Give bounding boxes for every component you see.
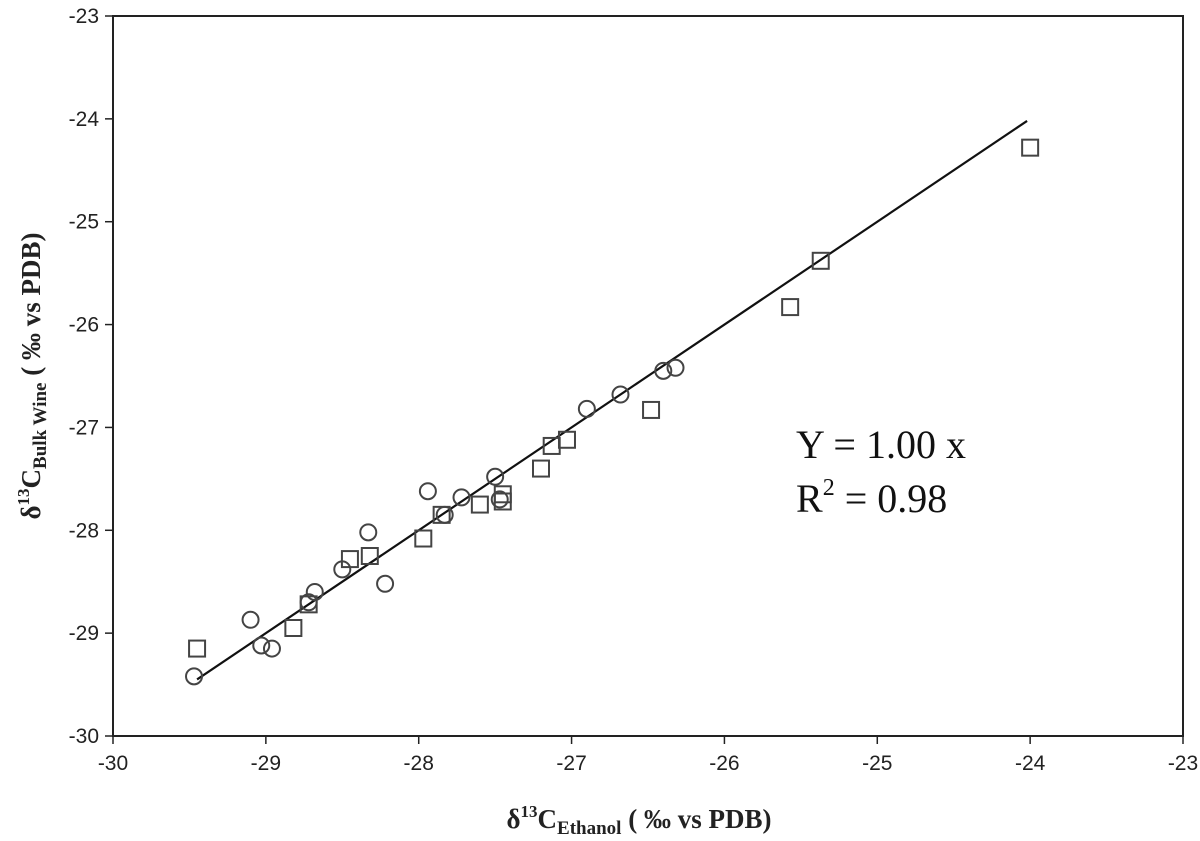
x-tick-label: -27 bbox=[556, 752, 586, 775]
x-tick-label: -23 bbox=[1168, 752, 1198, 775]
circle-point bbox=[333, 560, 352, 579]
y-axis-title-sup: 13 bbox=[14, 488, 33, 505]
circle-point bbox=[241, 610, 260, 629]
circle-point bbox=[185, 667, 204, 686]
x-tick-label: -25 bbox=[862, 752, 892, 775]
square-point bbox=[532, 459, 550, 478]
x-tick-label: -30 bbox=[98, 752, 128, 775]
y-tick-label: -29 bbox=[69, 622, 99, 645]
y-tick-label: -24 bbox=[69, 108, 100, 131]
y-tick-label: -26 bbox=[69, 314, 99, 337]
x-axis-title-letter: C bbox=[538, 804, 558, 834]
x-tick-label: -24 bbox=[1015, 752, 1046, 775]
y-tick-label: -28 bbox=[69, 519, 99, 542]
square-point bbox=[470, 495, 489, 514]
y-tick-label: -23 bbox=[69, 5, 99, 28]
square-point bbox=[493, 492, 512, 511]
circle-point bbox=[611, 385, 630, 404]
x-axis-title: δ13CEthanol ( ‰ vs PDB) bbox=[507, 802, 772, 839]
square-point bbox=[360, 547, 379, 565]
circle-point bbox=[490, 490, 509, 509]
x-axis-title-symbol: δ bbox=[507, 804, 521, 834]
circle-point bbox=[305, 583, 324, 601]
x-tick-label: -26 bbox=[709, 752, 739, 775]
circle-point bbox=[299, 593, 318, 612]
square-point bbox=[284, 619, 303, 637]
fit-line bbox=[196, 120, 1028, 681]
y-axis-title-sub: Bulk Wine bbox=[30, 383, 51, 469]
data-points bbox=[185, 138, 1040, 686]
circle-point bbox=[252, 636, 271, 655]
circle-point bbox=[577, 399, 596, 418]
x-tick-label: -28 bbox=[404, 752, 434, 775]
square-point bbox=[188, 639, 207, 658]
r-squared-sup: 2 bbox=[823, 475, 835, 501]
circle-point bbox=[418, 482, 437, 501]
square-point bbox=[642, 400, 661, 419]
circle-point bbox=[486, 467, 505, 486]
square-point bbox=[781, 298, 800, 317]
y-axis-title: δ13CBulk Wine ( ‰ vs PDB) bbox=[14, 233, 51, 520]
y-axis-title-letter: C bbox=[16, 469, 46, 489]
square-point bbox=[1021, 138, 1040, 157]
circle-point bbox=[359, 523, 378, 542]
x-axis-title-sub: Ethanol bbox=[557, 818, 621, 839]
y-axis-ticks: -23 -24 -25 -26 -27 -28 -29 -30 bbox=[69, 5, 113, 748]
x-axis-ticks: -30 -29 -28 -27 -26 -25 -24 -23 bbox=[98, 736, 1198, 775]
y-tick-label: -25 bbox=[69, 211, 99, 234]
r-squared-letter: R bbox=[796, 476, 823, 521]
circle-point bbox=[452, 488, 471, 507]
r-squared-annotation: R2 = 0.98 bbox=[796, 475, 947, 521]
circle-point bbox=[262, 639, 281, 658]
y-axis-title-unit: ( ‰ vs PDB) bbox=[16, 233, 46, 383]
x-axis-title-sup: 13 bbox=[521, 802, 538, 821]
square-point bbox=[414, 529, 433, 548]
circle-point bbox=[666, 358, 685, 377]
x-axis-title-unit: ( ‰ vs PDB) bbox=[621, 804, 771, 834]
circle-point bbox=[376, 574, 395, 593]
circle-point bbox=[654, 361, 673, 380]
x-tick-label: -29 bbox=[251, 752, 281, 775]
equation-annotation: Y = 1.00 x bbox=[796, 422, 966, 467]
y-axis-title-symbol: δ bbox=[16, 505, 46, 519]
y-tick-label: -27 bbox=[69, 416, 99, 439]
square-point bbox=[811, 251, 830, 270]
regression-fit-line bbox=[196, 120, 1028, 681]
r-squared-value: = 0.98 bbox=[835, 476, 948, 521]
square-point bbox=[557, 430, 576, 449]
y-tick-label: -30 bbox=[69, 725, 99, 748]
circle-point bbox=[435, 505, 454, 524]
